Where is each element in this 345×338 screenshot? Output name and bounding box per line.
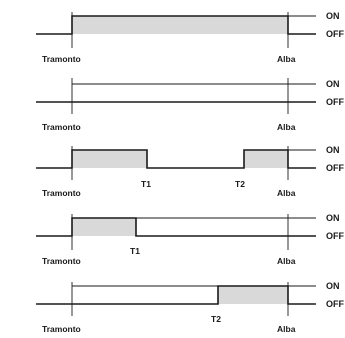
diagram-3: ON OFF T1 T2 Tramonto Alba xyxy=(36,145,344,198)
t1-label: T1 xyxy=(130,246,140,256)
on-label: ON xyxy=(326,11,340,21)
on-label: ON xyxy=(326,281,340,291)
off-label: OFF xyxy=(326,29,344,39)
diagram-1: ON OFF Tramonto Alba xyxy=(36,11,344,64)
tramonto-label: Tramonto xyxy=(42,256,81,266)
alba-label: Alba xyxy=(277,324,296,334)
alba-label: Alba xyxy=(277,188,296,198)
tramonto-label: Tramonto xyxy=(42,188,81,198)
off-label: OFF xyxy=(326,97,344,107)
tramonto-label: Tramonto xyxy=(42,54,81,64)
on-label: ON xyxy=(326,145,340,155)
alba-label: Alba xyxy=(277,122,296,132)
alba-label: Alba xyxy=(277,54,296,64)
t1-label: T1 xyxy=(141,179,151,189)
on-period-fill xyxy=(72,150,147,168)
on-period-fill xyxy=(72,218,136,236)
on-label: ON xyxy=(326,79,340,89)
tramonto-label: Tramonto xyxy=(42,324,81,334)
diagram-4: ON OFF T1 Tramonto Alba xyxy=(36,213,344,266)
off-label: OFF xyxy=(326,299,344,309)
signal-waveform xyxy=(36,149,316,169)
signal-waveform xyxy=(36,217,316,237)
on-period-fill xyxy=(244,150,288,168)
tramonto-label: Tramonto xyxy=(42,122,81,132)
diagram-2: ON OFF Tramonto Alba xyxy=(36,78,344,132)
diagram-5: ON OFF T2 Tramonto Alba xyxy=(36,281,344,334)
on-label: ON xyxy=(326,213,340,223)
signal-waveform xyxy=(36,15,316,35)
alba-label: Alba xyxy=(277,256,296,266)
t2-label: T2 xyxy=(235,179,245,189)
t2-label: T2 xyxy=(211,314,221,324)
on-period-fill xyxy=(218,286,288,304)
on-period-fill xyxy=(72,16,288,34)
signal-waveform xyxy=(36,285,316,305)
off-label: OFF xyxy=(326,231,344,241)
off-label: OFF xyxy=(326,163,344,173)
